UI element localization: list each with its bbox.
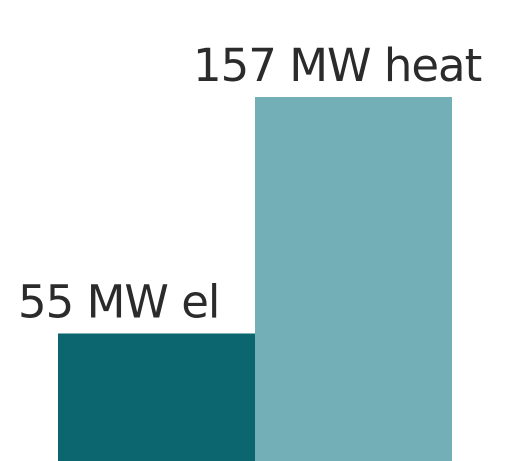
- data-label-el: 55 MW el: [18, 275, 219, 328]
- data-label-heat: 157 MW heat: [193, 39, 482, 92]
- bar-heat: [255, 97, 452, 461]
- data-labels-group: 55 MW el 157 MW heat: [18, 39, 483, 328]
- bar-el: [58, 333, 255, 461]
- bars-group: [58, 97, 452, 461]
